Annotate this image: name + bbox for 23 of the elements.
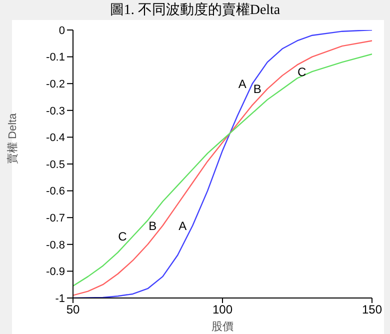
y-tick-label: -0.8 — [46, 239, 65, 252]
annotation: A — [178, 218, 187, 233]
annotation: B — [148, 218, 157, 233]
y-tick-label: -0.3 — [46, 105, 65, 118]
y-tick-label: -0.4 — [46, 132, 65, 144]
y-tick-label: -0.2 — [46, 78, 65, 91]
annotation: B — [253, 82, 262, 96]
x-tick-label: 50 — [66, 302, 80, 317]
y-tick-label: -0.1 — [46, 52, 65, 64]
y-tick-label: 0 — [58, 24, 65, 37]
chart-title: 圖1. 不同波動度的賣權Delta — [108, 1, 282, 19]
x-tick-label: 100 — [212, 302, 233, 317]
x-tick-label: 150 — [362, 302, 382, 317]
y-tick-label: -0.9 — [46, 266, 65, 278]
y-tick-label: -1 — [55, 292, 65, 305]
y-tick-label: -0.7 — [46, 212, 65, 225]
y-tick-label: -0.6 — [46, 186, 65, 198]
annotation: C — [118, 230, 128, 244]
y-axis-title: 賣權 Delta — [6, 112, 19, 164]
y-tick-label: -0.5 — [46, 158, 65, 171]
x-axis-title: 股價 — [212, 321, 234, 333]
annotation: A — [238, 76, 246, 91]
annotation: C — [298, 64, 307, 79]
